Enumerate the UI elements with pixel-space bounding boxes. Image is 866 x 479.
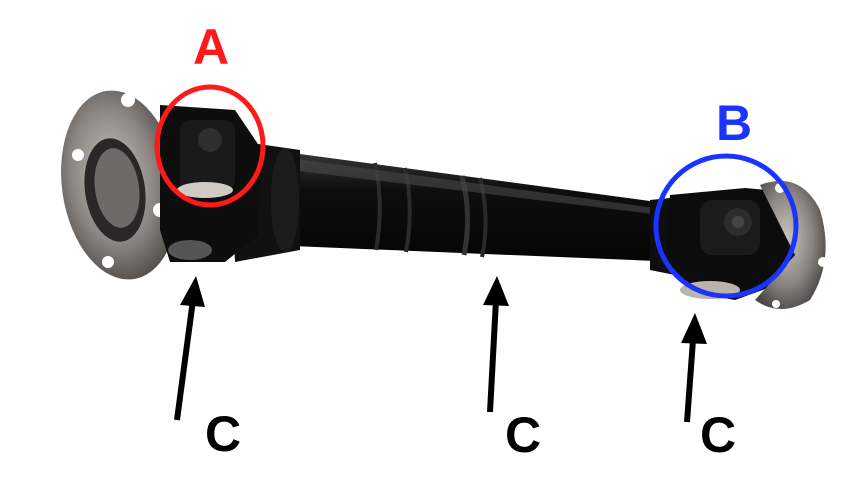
flange-bolt-hole [121,93,135,107]
right-flange [755,180,826,309]
tube-highlight [290,158,670,216]
arrow-middle [483,276,509,413]
label-c-middle: C [505,407,541,463]
label-c-right: C [700,407,736,463]
arrow-left [174,276,205,421]
flange-bolt-hole [818,257,828,267]
label-c-left: C [205,406,241,462]
label-a: A [193,19,229,75]
marker-circle-a [154,84,266,208]
right-universal-joint [665,188,805,300]
flange-bolt-hole [72,149,84,161]
label-b: B [716,95,752,151]
left-collar-ring [271,148,299,252]
marker-circle-b [653,153,799,299]
left-universal-joint [160,105,262,262]
flange-bolt-hole [772,300,780,308]
flange-bolt-hole [102,256,114,268]
arrow-right [681,313,707,423]
left-flange-bore-inner [94,148,140,228]
drive-shaft [61,90,828,309]
